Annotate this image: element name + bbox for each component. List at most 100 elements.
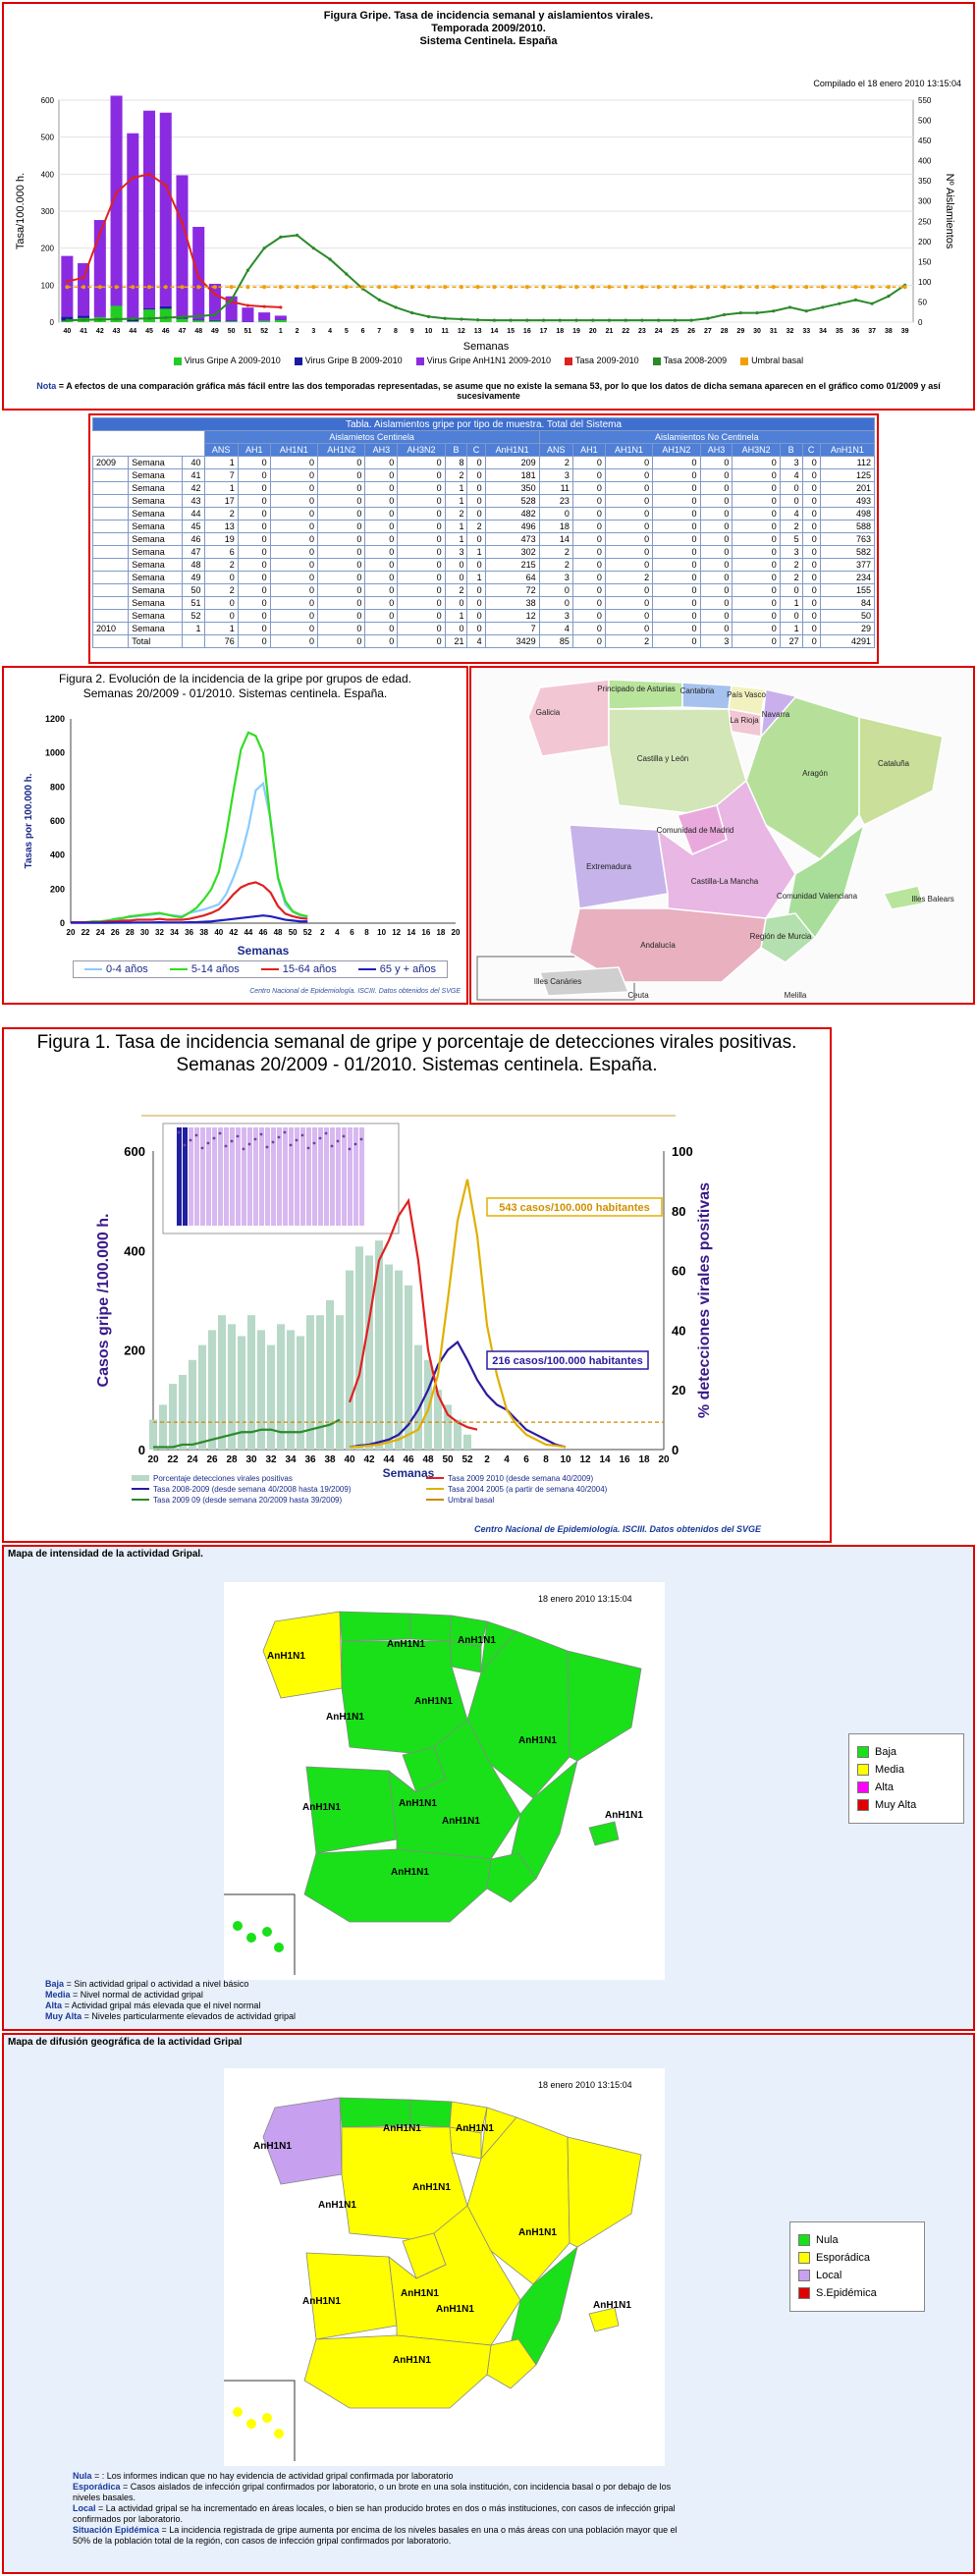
table-cell: 21 — [444, 634, 468, 648]
inset-point — [189, 1138, 192, 1142]
table-cell: 125 — [819, 468, 876, 482]
map-canarias-island — [274, 1943, 284, 1952]
annotation-543: 543 casos/100.000 habitantes — [499, 1202, 649, 1214]
table-cell: 0 — [732, 634, 781, 648]
y-tick-label: 600 — [41, 96, 55, 105]
table-cell: 0 — [397, 545, 446, 559]
inset-point — [348, 1147, 352, 1151]
legend-swatch — [857, 1781, 869, 1794]
table-cell: 0 — [779, 481, 803, 495]
data-point — [443, 316, 447, 320]
regions-map-panel: Galicia Principado de Asturias Cantabria Pa… — [469, 666, 975, 1005]
table-cell: 0 — [652, 545, 701, 559]
x-tick-label: 11 — [441, 328, 449, 335]
intensity-map-panel: Mapa de intensidad de la actividad Gripa… — [2, 1545, 975, 2031]
table-col-header: AH1N1 — [269, 443, 319, 457]
x-tick-label: 31 — [770, 328, 778, 335]
table-cell: 350 — [484, 481, 540, 495]
bar — [78, 263, 90, 316]
data-point — [460, 317, 463, 321]
y2-tick-label: 60 — [672, 1264, 685, 1279]
legend-item: Esporádica — [798, 2252, 916, 2265]
legend-item: Media — [857, 1764, 955, 1777]
legend-label: Alta — [875, 1781, 894, 1794]
legend-swatch — [740, 356, 749, 365]
table-cell: 0 — [699, 520, 733, 533]
inset-bar — [253, 1127, 258, 1226]
data-point — [262, 247, 266, 250]
inset-point — [183, 1143, 187, 1147]
table-cell: 3 — [444, 545, 468, 559]
table-cell: 0 — [269, 596, 319, 610]
legend-label: 15-64 años — [282, 963, 337, 975]
legend-item: Local — [798, 2270, 916, 2282]
data-point — [590, 285, 595, 290]
table-row: Semana 44 2 0 0 0 0 0 2 0 482 0 0 0 0 0 0 4 0 498 — [91, 507, 876, 521]
table-row: Semana 50 2 0 0 0 0 0 2 0 72 0 0 0 0 0 0 0 0 155 — [91, 583, 876, 597]
table-cell: 0 — [466, 456, 486, 469]
table-cell-label: Semana — [128, 583, 183, 597]
age-group-legend: 0-4 años 5-14 años 15-64 años 65 y + años — [73, 960, 448, 978]
inset-bar — [218, 1127, 223, 1226]
age-group-chart-title: Figura 2. Evolución de la incidencia de … — [59, 672, 411, 700]
x-tick-label: 20 — [147, 1454, 159, 1465]
table-row: Semana 46 19 0 0 0 0 0 1 0 473 14 0 0 0 0 0 5 0 763 — [91, 532, 876, 546]
x-tick-label: 34 — [285, 1454, 297, 1465]
x-tick-label: 24 — [655, 328, 663, 335]
table-cell: 0 — [317, 481, 366, 495]
data-point — [607, 318, 612, 322]
table-cell: 0 — [699, 609, 733, 623]
x-tick-label: 52 — [303, 928, 312, 937]
table-cell: 1 — [779, 596, 803, 610]
table-cell: 0 — [269, 634, 319, 648]
y2-tick-label: 0 — [672, 1443, 678, 1457]
x-tick-label: 6 — [523, 1454, 529, 1465]
table-cell: 27 — [779, 634, 803, 648]
x-tick-label: 40 — [63, 328, 71, 335]
data-point — [525, 318, 529, 322]
note-term: Media — [45, 1990, 71, 2000]
inset-bar — [353, 1127, 358, 1226]
data-point — [245, 268, 250, 272]
table-cell: 29 — [819, 622, 876, 635]
inset-bar — [230, 1127, 235, 1226]
table-cell: 13 — [203, 520, 239, 533]
table-cell: 17 — [203, 494, 239, 508]
data-point — [81, 318, 85, 322]
data-point — [97, 285, 102, 290]
inset-point — [359, 1137, 363, 1141]
region-label: Región de Murcia — [750, 932, 812, 941]
data-point — [821, 305, 825, 309]
legend-label: Virus Gripe AnH1N1 2009-2010 — [426, 356, 552, 365]
bar — [208, 1330, 216, 1450]
data-point — [245, 285, 250, 290]
table-cell-label: Total — [128, 634, 183, 648]
table-cell: 0 — [779, 583, 803, 597]
x-tick-label: 52 — [260, 328, 268, 335]
data-point — [902, 285, 907, 290]
legend-label: Muy Alta — [875, 1799, 917, 1812]
y2-tick-label: 500 — [918, 117, 932, 126]
bar — [336, 1315, 344, 1450]
x-tick-label: 33 — [802, 328, 810, 335]
map-virus-label: AnH1N1 — [399, 1798, 437, 1809]
legend-swatch — [565, 356, 573, 365]
x-tick-label: 16 — [523, 328, 531, 335]
table-cell: 0 — [237, 571, 271, 584]
table-col-header: C — [801, 443, 821, 457]
table-cell-label: Semana — [128, 558, 183, 572]
note-term: Nula — [73, 2471, 92, 2481]
table-cell: 0 — [604, 468, 654, 482]
bar — [297, 1336, 304, 1450]
table-cell: 0 — [466, 494, 486, 508]
map-andalucia — [303, 1848, 492, 1923]
series-line — [349, 1178, 567, 1449]
region-label: Melilla — [785, 991, 807, 1000]
bar — [414, 1344, 422, 1450]
table-cell: 0 — [571, 571, 606, 584]
y-axis-label: Casos gripe /100.000 h. — [95, 1214, 112, 1388]
data-point — [509, 318, 513, 322]
table-cell: 0 — [466, 507, 486, 521]
map-canarias-island — [262, 2413, 272, 2423]
map-canarias-island — [262, 1927, 272, 1937]
